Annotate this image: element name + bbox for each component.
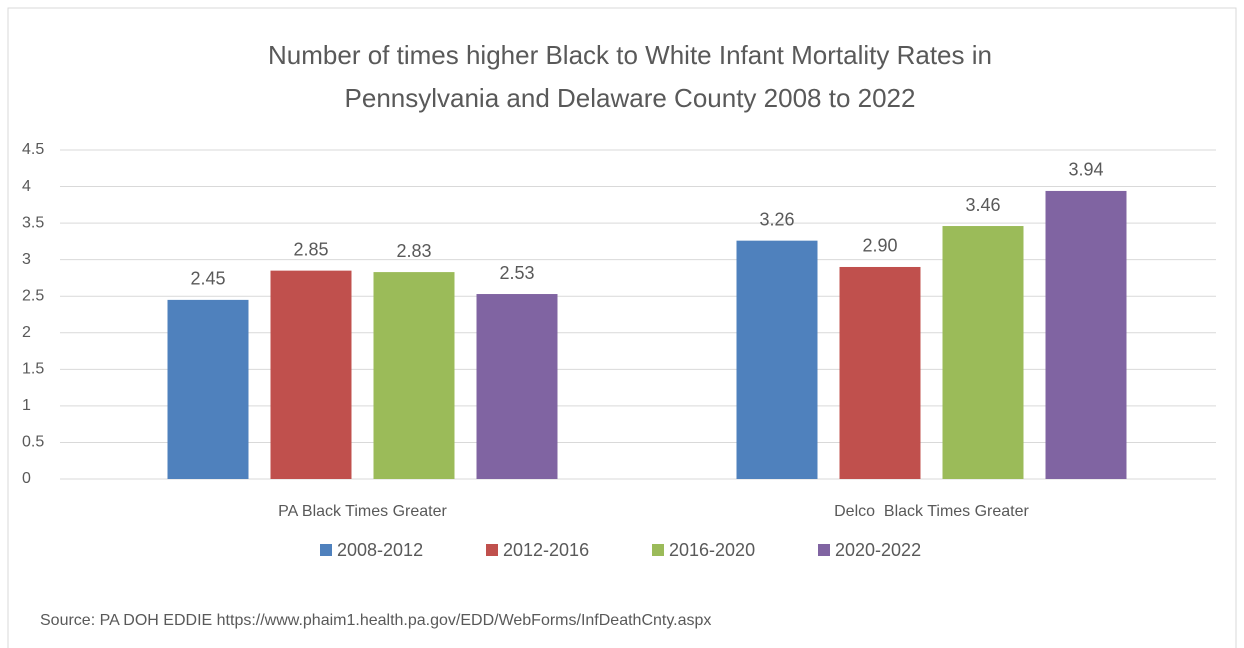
y-tick-label: 2 [22,324,31,341]
chart-title: Number of times higher Black to White In… [268,40,992,70]
y-tick-label: 3.5 [22,214,44,231]
y-tick-label: 0 [22,470,31,487]
bar [167,299,249,479]
legend-swatch [652,544,664,556]
source-note: Source: PA DOH EDDIE https://www.phaim1.… [40,612,711,629]
bar [1045,190,1127,480]
data-label: 2.45 [190,269,225,289]
legend-swatch [486,544,498,556]
bar [373,272,455,479]
data-label: 2.85 [293,239,328,259]
data-label: 3.26 [759,209,794,229]
bar [476,294,558,479]
bar [942,226,1024,479]
y-tick-label: 3 [22,251,31,268]
y-tick-label: 0.5 [22,434,44,451]
data-label: 2.90 [862,236,897,256]
bar [270,270,352,479]
x-tick-label: Delco Black Times Greater [834,503,1029,520]
y-tick-label: 4.5 [22,141,44,158]
data-label: 2.53 [499,263,534,283]
y-tick-label: 2.5 [22,287,44,304]
bar [736,240,818,479]
data-label: 2.83 [396,241,431,261]
y-tick-label: 1.5 [22,361,44,378]
legend-label: 2020-2022 [835,540,921,560]
bar [839,266,921,479]
legend-label: 2008-2012 [337,540,423,560]
legend-label: 2012-2016 [503,540,589,560]
legend-label: 2016-2020 [669,540,755,560]
y-tick-label: 4 [22,178,31,195]
data-label: 3.46 [965,195,1000,215]
legend-swatch [320,544,332,556]
y-tick-label: 1 [22,397,31,414]
legend-swatch [818,544,830,556]
data-label: 3.94 [1068,160,1103,180]
x-tick-label: PA Black Times Greater [278,503,447,520]
chart-title: Pennsylvania and Delaware County 2008 to… [345,83,916,113]
